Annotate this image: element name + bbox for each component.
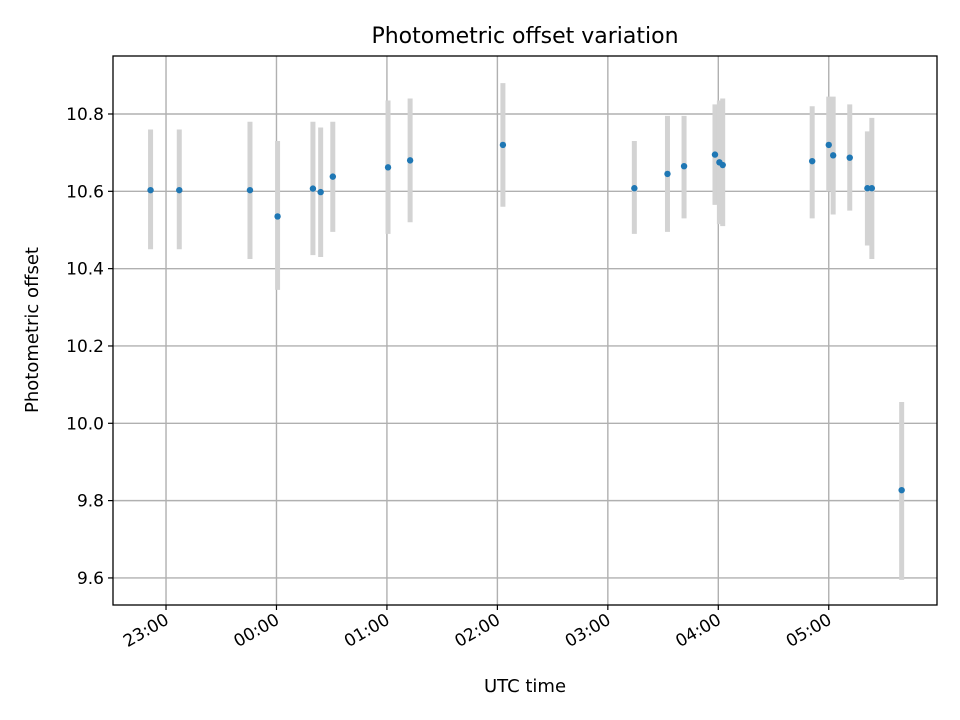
data-point	[274, 213, 281, 220]
data-point	[711, 151, 719, 158]
data-point	[246, 186, 254, 194]
data-point	[719, 161, 726, 169]
data-point	[829, 152, 837, 159]
data-point	[317, 188, 324, 196]
y-tick-label: 10.0	[66, 414, 104, 434]
data-point	[309, 185, 317, 192]
data-point	[631, 185, 638, 192]
data-point	[176, 186, 183, 194]
point-layer	[147, 141, 905, 494]
y-tick-label: 10.8	[66, 105, 104, 125]
x-axis-label: UTC time	[484, 676, 566, 697]
data-point	[864, 185, 871, 192]
y-tick-label: 10.4	[66, 260, 104, 280]
y-tick-label: 9.6	[77, 569, 104, 589]
y-axis-label: Photometric offset	[22, 247, 43, 413]
data-point	[147, 186, 154, 194]
y-tick-label: 10.2	[66, 337, 104, 357]
data-point	[898, 486, 905, 494]
data-point	[680, 162, 688, 170]
data-point	[664, 170, 671, 178]
data-point	[868, 185, 876, 192]
chart-title: Photometric offset variation	[371, 24, 678, 49]
y-tick-label: 9.8	[77, 492, 104, 512]
data-point	[384, 164, 392, 171]
data-point	[825, 141, 832, 149]
plot-frame	[112, 55, 938, 606]
data-point	[329, 173, 337, 180]
data-point	[499, 141, 507, 149]
y-tick-label: 10.6	[66, 182, 104, 202]
data-point	[846, 154, 853, 161]
data-point	[406, 157, 414, 164]
data-point	[808, 157, 816, 165]
